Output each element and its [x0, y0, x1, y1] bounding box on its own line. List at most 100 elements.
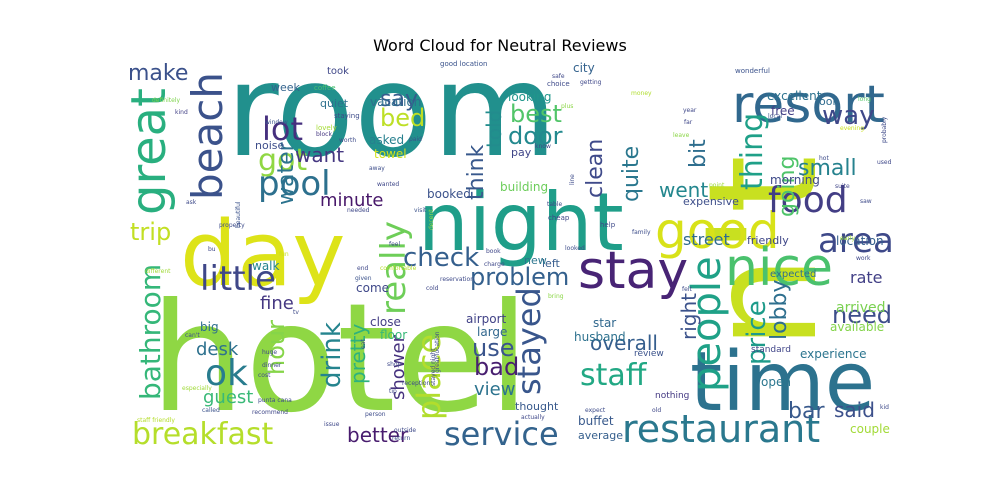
word-table: table — [547, 201, 563, 208]
word-noise: noise — [255, 139, 284, 152]
word-review: review — [634, 349, 664, 359]
word-staying: staying — [334, 112, 360, 120]
word-fun: fun — [279, 251, 289, 258]
word-open: open — [761, 375, 791, 389]
word-know: know — [535, 143, 551, 150]
word-eat: eat — [360, 339, 367, 349]
word-coffee: coffee — [314, 84, 336, 92]
word-nice: nice — [725, 238, 833, 298]
word-lobby: lobby — [767, 279, 792, 340]
word-actually: actually — [521, 414, 545, 421]
word-looked: looked — [565, 245, 585, 252]
word-ok: ok — [205, 353, 248, 394]
word-city: city — [573, 61, 595, 75]
word-area: area — [818, 221, 894, 261]
word-expect: expect — [585, 407, 606, 414]
word-evening: evening — [840, 125, 864, 132]
word-large: large — [477, 325, 507, 339]
word-floor: floor — [380, 328, 407, 342]
word-close: close — [370, 315, 401, 329]
word-stayed-night: stayed night — [430, 348, 437, 386]
word-lot: lot — [262, 110, 303, 148]
word-expected: expected — [770, 269, 816, 280]
word-return: return — [392, 435, 411, 442]
word-look: look — [816, 95, 840, 108]
word-kind: kind — [175, 109, 188, 116]
word-excellent: excellent — [767, 89, 822, 103]
word-felt: felt — [682, 286, 692, 293]
word-minute: minute — [320, 190, 383, 211]
word-hotel: hotel — [150, 272, 530, 446]
word-service: service — [444, 415, 559, 453]
chart-title: Word Cloud for Neutral Reviews — [373, 36, 627, 55]
word-available: available — [830, 320, 884, 334]
word-shower: shower — [388, 334, 409, 400]
word-right: right — [677, 293, 701, 340]
word-food: food — [768, 180, 848, 221]
word-big: big — [200, 320, 219, 334]
word-free: free — [771, 104, 795, 118]
word-hour: hour — [262, 320, 290, 375]
word-street: street — [683, 230, 730, 249]
word-cold: cold — [426, 285, 439, 292]
word-hot: hot — [819, 155, 829, 162]
word-worth: worth — [339, 137, 356, 144]
word-beautiful: beautiful — [235, 201, 242, 228]
word-come: come — [356, 281, 389, 295]
word-star: star — [593, 316, 616, 330]
word-point: point — [709, 182, 725, 189]
word-probably: probably — [881, 116, 888, 143]
word-going: going — [775, 156, 800, 217]
word-arrived: arrived — [836, 300, 886, 316]
word-building: building — [500, 180, 548, 194]
word-left: left — [542, 257, 561, 270]
word-day: day — [180, 202, 346, 307]
word-bit: bit — [686, 139, 711, 168]
word-old: old — [652, 407, 661, 414]
word-tv: tv — [293, 309, 299, 316]
word-called: called — [202, 407, 220, 414]
word-drink: drink — [317, 322, 347, 388]
word-need: need — [832, 301, 892, 329]
word-price: price — [742, 300, 772, 365]
word-comfortable: comfortable — [380, 265, 417, 272]
word-decent: decent — [428, 209, 435, 230]
word-check: check — [403, 243, 479, 273]
word-saw: saw — [860, 198, 872, 205]
word-got: got — [258, 143, 307, 178]
word-said: said — [834, 398, 875, 422]
word-friendly: friendly — [747, 234, 789, 247]
word-airport: airport — [466, 312, 507, 326]
word-vacation: vacation — [370, 95, 421, 109]
word-staff-friendly: staff friendly — [137, 417, 175, 424]
word-say: say — [380, 87, 418, 112]
word-different: different — [145, 268, 171, 275]
word-book: book — [486, 248, 501, 255]
word-tip: tip — [389, 388, 397, 395]
word-feel: feel — [389, 241, 400, 248]
word-choice: choice — [547, 80, 570, 88]
word-bed: bed — [380, 104, 425, 132]
word-walk: walk — [252, 259, 280, 273]
word-staff: staff — [580, 358, 648, 393]
word-quiet: quiet — [320, 97, 349, 110]
word-restaurant: restaurant — [622, 407, 820, 451]
word-nothing: nothing — [655, 391, 689, 401]
word-overall: overall — [590, 331, 658, 355]
word-new: new — [524, 254, 547, 267]
word-rate: rate — [850, 268, 883, 287]
word-definitely: definitely — [152, 97, 180, 104]
word-fine: fine — [260, 293, 294, 314]
word-kid: kid — [880, 404, 889, 411]
word-little: little — [200, 259, 276, 299]
word-local: local — [768, 113, 782, 120]
word-charge: charge — [484, 261, 505, 268]
word-paid: paid — [409, 136, 422, 143]
word-window: window — [265, 119, 288, 126]
word-n-t: n't — [677, 155, 851, 350]
word-looking: looking — [508, 90, 552, 104]
word-best: best — [510, 100, 562, 128]
word-away: away — [369, 165, 385, 172]
word-went: went — [659, 178, 708, 202]
